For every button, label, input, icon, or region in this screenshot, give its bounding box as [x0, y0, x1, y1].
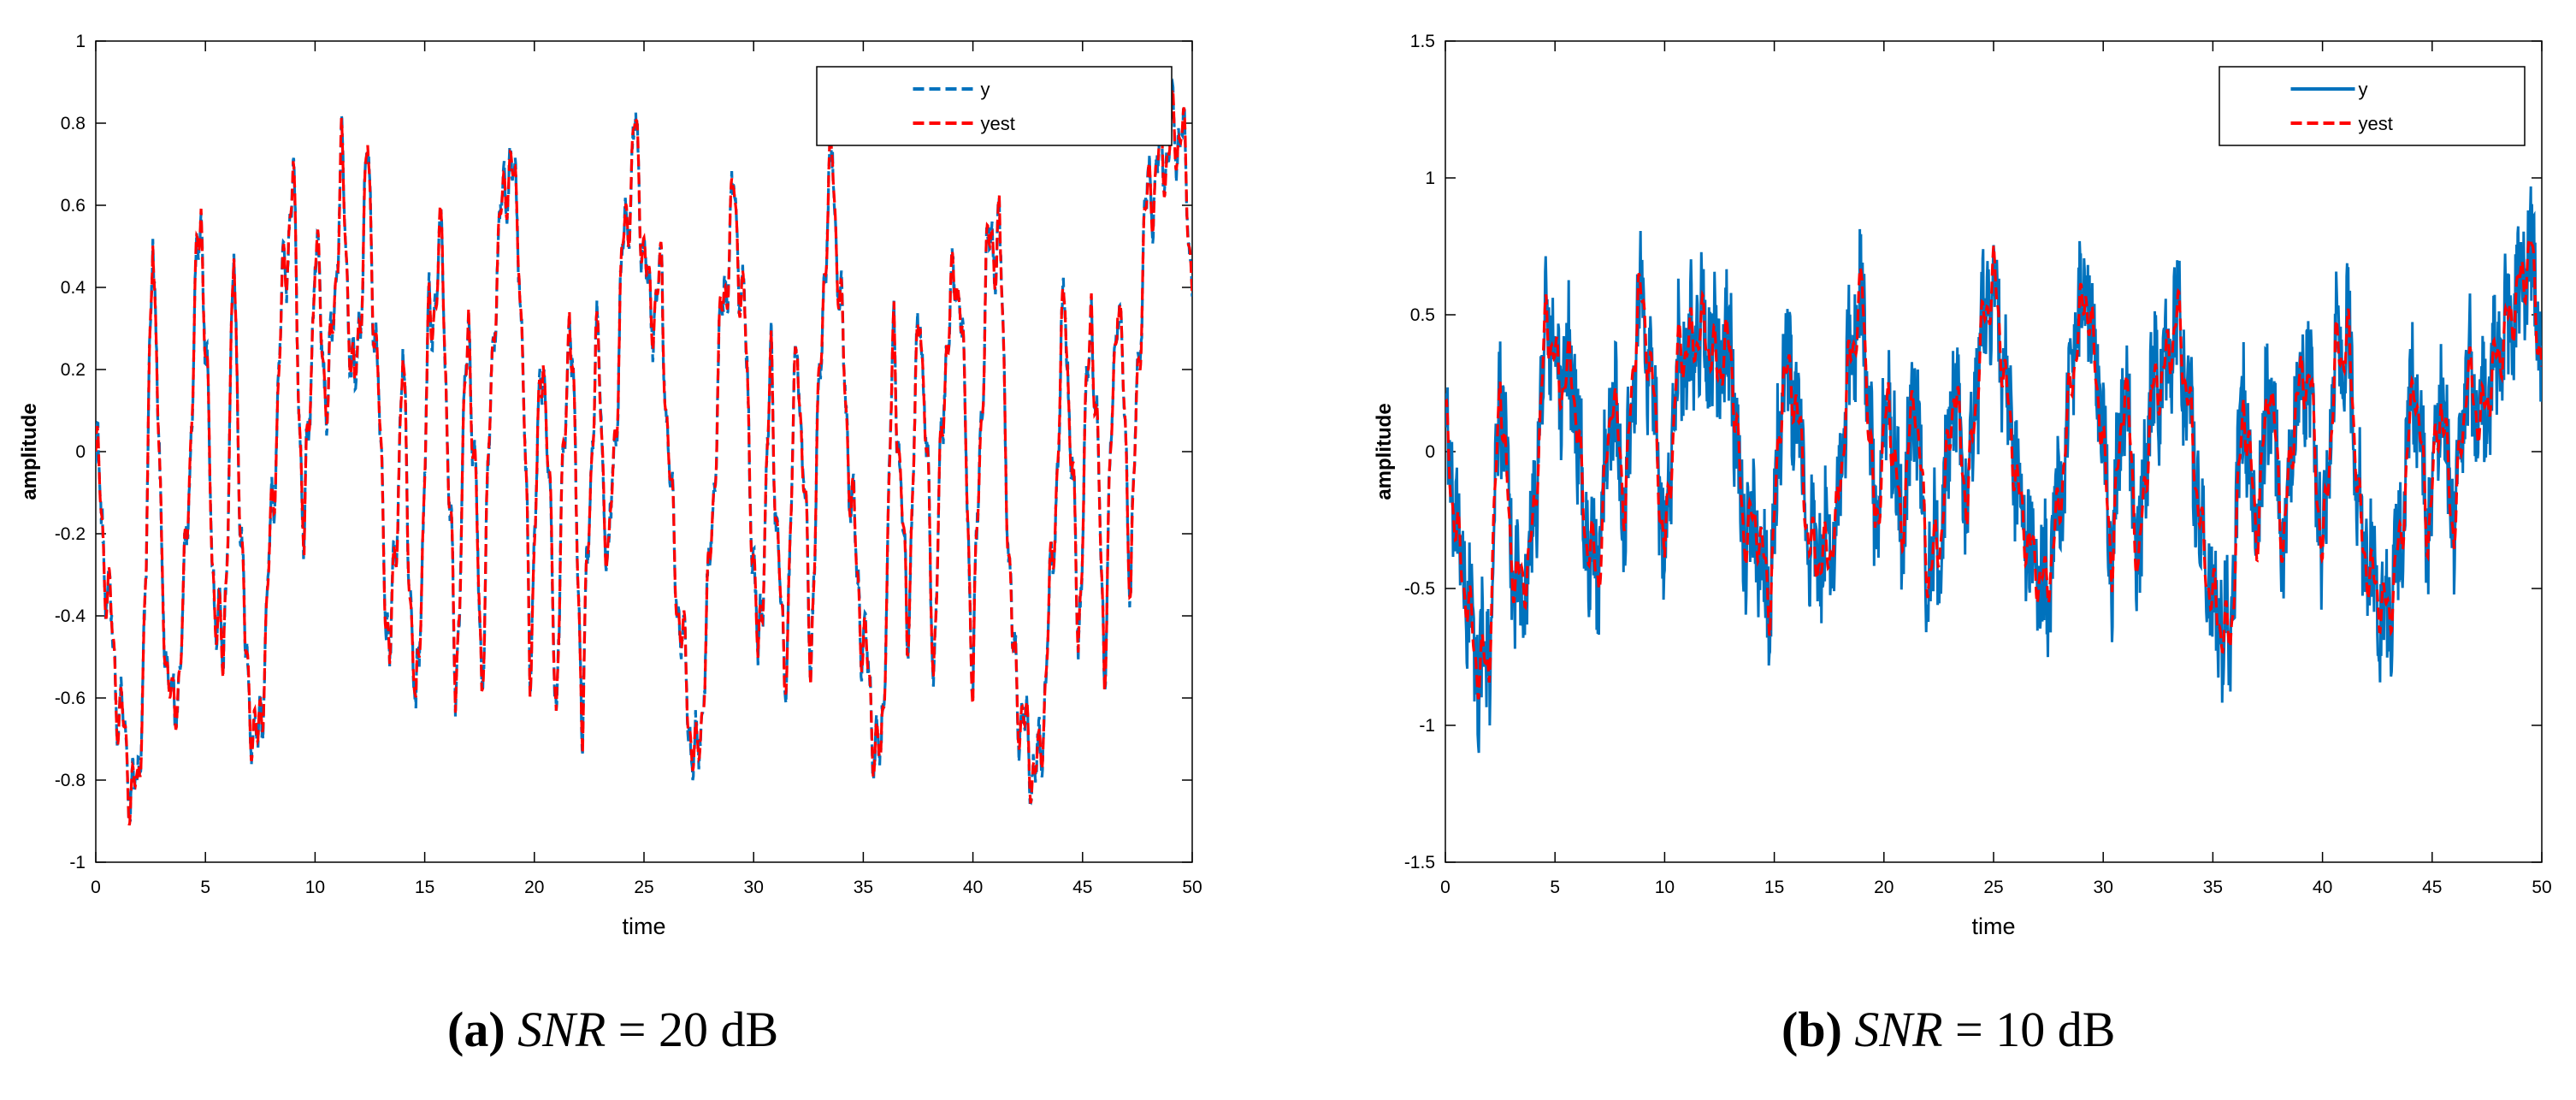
y-tick-label: 0.6	[61, 196, 86, 216]
y-axis-label: amplitude	[18, 403, 41, 500]
y-tick-label: -1	[69, 853, 86, 872]
x-tick-label: 0	[1440, 878, 1450, 897]
y-tick-label: 0.5	[1410, 305, 1435, 325]
line-chart-a: 0 5 10 15 20 25 30 35 40 45 50 -1 -0.8 -0.6 -0.4 -0.2 0 0…	[18, 32, 1202, 939]
caption-b-tag: (b)	[1781, 1002, 1842, 1057]
legend-label-yest: yest	[2359, 113, 2393, 134]
y-tick-label: -0.5	[1404, 579, 1435, 599]
caption-a-value: = 20 dB	[606, 1002, 779, 1057]
y-tick-label: -0.6	[55, 689, 86, 708]
x-tick-label: 10	[305, 878, 325, 897]
y-tick-label: 0.8	[61, 114, 86, 133]
x-tick-label: 10	[1655, 878, 1675, 897]
legend-label-yest: yest	[981, 113, 1015, 134]
y-tick-label: 0.4	[61, 278, 86, 298]
x-tick-label: 15	[415, 878, 434, 897]
line-chart-b: 0 5 10 15 20 25 30 35 40 45 50 -1.5 -1 -0.5 0 0.5 1 1.5 ti…	[1373, 32, 2552, 939]
y-tick-label: 0	[75, 442, 86, 462]
x-tick-label: 0	[91, 878, 101, 897]
caption-b: (b) SNR = 10 dB	[1781, 1001, 2115, 1058]
caption-a: (a) SNR = 20 dB	[447, 1001, 778, 1058]
caption-b-value: = 10 dB	[1942, 1002, 2116, 1057]
legend-label-y: y	[981, 79, 990, 100]
caption-b-variable: SNR	[1854, 1002, 1943, 1057]
caption-a-variable: SNR	[517, 1002, 606, 1057]
x-tick-label: 45	[1072, 878, 1092, 897]
x-tick-label: 30	[744, 878, 764, 897]
x-tick-label: 50	[1182, 878, 1202, 897]
x-tick-label: 20	[1874, 878, 1894, 897]
legend-label-y: y	[2359, 79, 2368, 100]
x-tick-label: 15	[1764, 878, 1784, 897]
legend-box	[2219, 66, 2526, 146]
y-tick-label: -1.5	[1404, 853, 1435, 872]
x-tick-label: 40	[2313, 878, 2332, 897]
x-tick-label: 40	[963, 878, 983, 897]
y-tick-label: -0.8	[55, 771, 86, 790]
x-tick-label: 35	[854, 878, 873, 897]
caption-a-tag: (a)	[447, 1002, 505, 1057]
figure-panel-a: 0 5 10 15 20 25 30 35 40 45 50 -1 -0.8 -0.6 -0.4 -0.2 0 0…	[18, 32, 1202, 1058]
legend-box	[816, 66, 1173, 146]
x-tick-label: 30	[2094, 878, 2113, 897]
x-tick-label: 5	[200, 878, 210, 897]
series-line-yest	[1445, 234, 2542, 700]
series-line-yest	[96, 88, 1192, 826]
y-tick-label: -0.4	[55, 606, 86, 626]
y-tick-label: 1	[1425, 169, 1435, 188]
x-axis-label: time	[622, 914, 665, 939]
x-tick-label: 25	[634, 878, 653, 897]
y-tick-label: 0.2	[61, 360, 86, 380]
y-tick-label: 1	[75, 32, 86, 51]
x-tick-label: 50	[2532, 878, 2551, 897]
y-tick-label: -0.2	[55, 524, 86, 544]
x-axis-label: time	[1971, 914, 2015, 939]
x-tick-label: 25	[1983, 878, 2003, 897]
y-tick-label: 1.5	[1410, 32, 1435, 51]
y-tick-label: 0	[1425, 442, 1435, 462]
x-tick-label: 35	[2203, 878, 2223, 897]
figure-panel-b: 0 5 10 15 20 25 30 35 40 45 50 -1.5 -1 -0.5 0 0.5 1 1.5 ti…	[1288, 0, 2576, 1100]
y-axis-label: amplitude	[1373, 403, 1396, 500]
x-tick-label: 20	[524, 878, 544, 897]
series-line-y	[1445, 186, 2542, 754]
y-tick-label: -1	[1419, 716, 1435, 736]
x-tick-label: 45	[2422, 878, 2442, 897]
x-tick-label: 5	[1550, 878, 1560, 897]
